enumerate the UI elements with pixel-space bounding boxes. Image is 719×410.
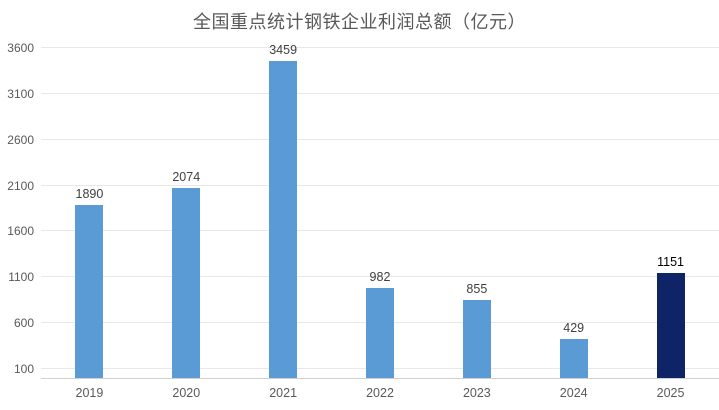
- bar-2022: [365, 287, 394, 378]
- gridline: [41, 184, 719, 186]
- y-tick-label: 100: [13, 361, 34, 376]
- y-tick-label: 1600: [7, 224, 34, 239]
- y-tick-label: 2600: [7, 132, 34, 147]
- gridline: [41, 138, 719, 140]
- x-tick-label: 2025: [656, 386, 685, 400]
- bar-2025: [656, 272, 685, 378]
- gridline: [41, 47, 719, 48]
- bar-2019: [75, 204, 104, 378]
- y-tick-label: 1100: [8, 270, 34, 285]
- gridline: [41, 92, 719, 94]
- x-tick-label: 2020: [172, 386, 201, 400]
- bar-column: 429: [525, 48, 622, 378]
- bar-column: 1151: [622, 48, 719, 378]
- bar-column: 855: [428, 48, 525, 378]
- x-tick-label: 2019: [75, 386, 104, 400]
- gridline: [41, 230, 719, 232]
- bar-column: 3459: [235, 43, 332, 378]
- y-tick-label: 3600: [7, 41, 34, 55]
- bar-value-label: 1890: [75, 186, 104, 201]
- y-tick-label: 600: [13, 316, 34, 330]
- bar-2020: [172, 187, 201, 378]
- y-tick-label: 3100: [7, 86, 34, 101]
- plot-area: 1890 2074 3459 982 855 429 1151: [41, 43, 719, 379]
- bar-2023: [462, 299, 491, 378]
- x-tick-label: 2022: [366, 386, 394, 400]
- y-tick-label: 2100: [7, 178, 34, 193]
- bar-value-label: 982: [369, 269, 391, 284]
- bar-value-label: 1151: [657, 254, 685, 269]
- bar-column: 982: [332, 48, 429, 378]
- x-tick-label: 2021: [269, 386, 298, 400]
- bar-value-label: 429: [563, 320, 585, 335]
- gridline: [41, 276, 719, 278]
- chart-title: 全国重点统计钢铁企业利润总额（亿元）: [193, 12, 526, 32]
- bar-value-label: 2074: [172, 169, 201, 184]
- x-tick-label: 2023: [462, 386, 491, 400]
- x-tick-label: 2024: [559, 386, 588, 400]
- bar-value-label: 855: [466, 281, 488, 296]
- bar-value-label: 3459: [269, 42, 298, 57]
- bar-2024: [559, 338, 588, 378]
- bar-column: 1890: [41, 48, 138, 378]
- bar-column: 2074: [138, 48, 235, 378]
- bar-2021: [269, 60, 298, 378]
